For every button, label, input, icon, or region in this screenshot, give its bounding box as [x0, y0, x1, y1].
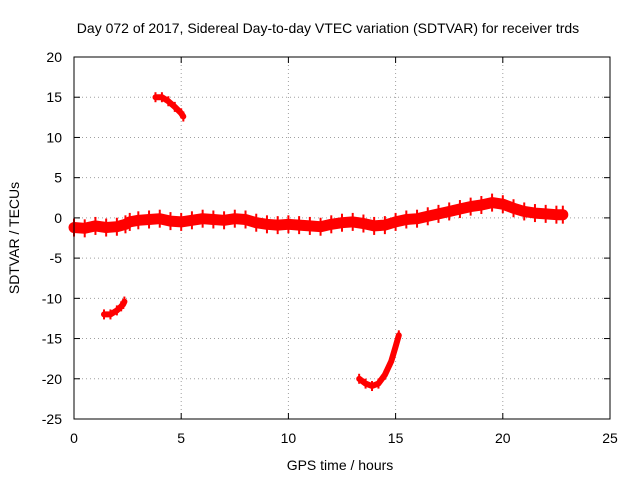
- series-arc-bottom: [356, 330, 402, 392]
- y-tick-label: -10: [42, 290, 62, 306]
- y-tick-label: 20: [46, 49, 62, 65]
- series-arc-left: [101, 296, 128, 320]
- x-tick-label: 5: [177, 430, 185, 446]
- y-tick-label: 15: [46, 89, 62, 105]
- y-tick-label: -20: [42, 371, 62, 387]
- x-tick-label: 0: [70, 430, 78, 446]
- y-tick-label: 10: [46, 129, 62, 145]
- y-tick-label: -5: [50, 250, 63, 266]
- y-tick-label: 5: [54, 170, 62, 186]
- x-axis-label: GPS time / hours: [287, 457, 394, 473]
- y-tick-label: 0: [54, 210, 62, 226]
- series-line: [152, 94, 187, 120]
- grid: [74, 57, 610, 419]
- y-axis-label: SDTVAR / TECUs: [6, 182, 22, 294]
- series-line: [68, 197, 569, 234]
- data-points: [68, 92, 569, 392]
- x-tick-label: 20: [495, 430, 511, 446]
- y-tick-label: -15: [42, 331, 62, 347]
- series-arc-upper: [152, 92, 187, 122]
- x-tick-label: 25: [602, 430, 618, 446]
- axis-ticks: [73, 56, 611, 420]
- tick-labels: 0 5 10 15 20 25 -25 -20 -15 -10 -5 0 5 10 15 20: [42, 49, 618, 446]
- chart-title: Day 072 of 2017, Sidereal Day-to-day VTE…: [77, 20, 579, 36]
- x-tick-label: 15: [388, 430, 404, 446]
- plot-frame: [73, 56, 611, 420]
- series-main-band: [68, 193, 569, 238]
- y-tick-label: -25: [42, 411, 62, 427]
- x-tick-label: 10: [281, 430, 297, 446]
- series-line: [356, 332, 402, 389]
